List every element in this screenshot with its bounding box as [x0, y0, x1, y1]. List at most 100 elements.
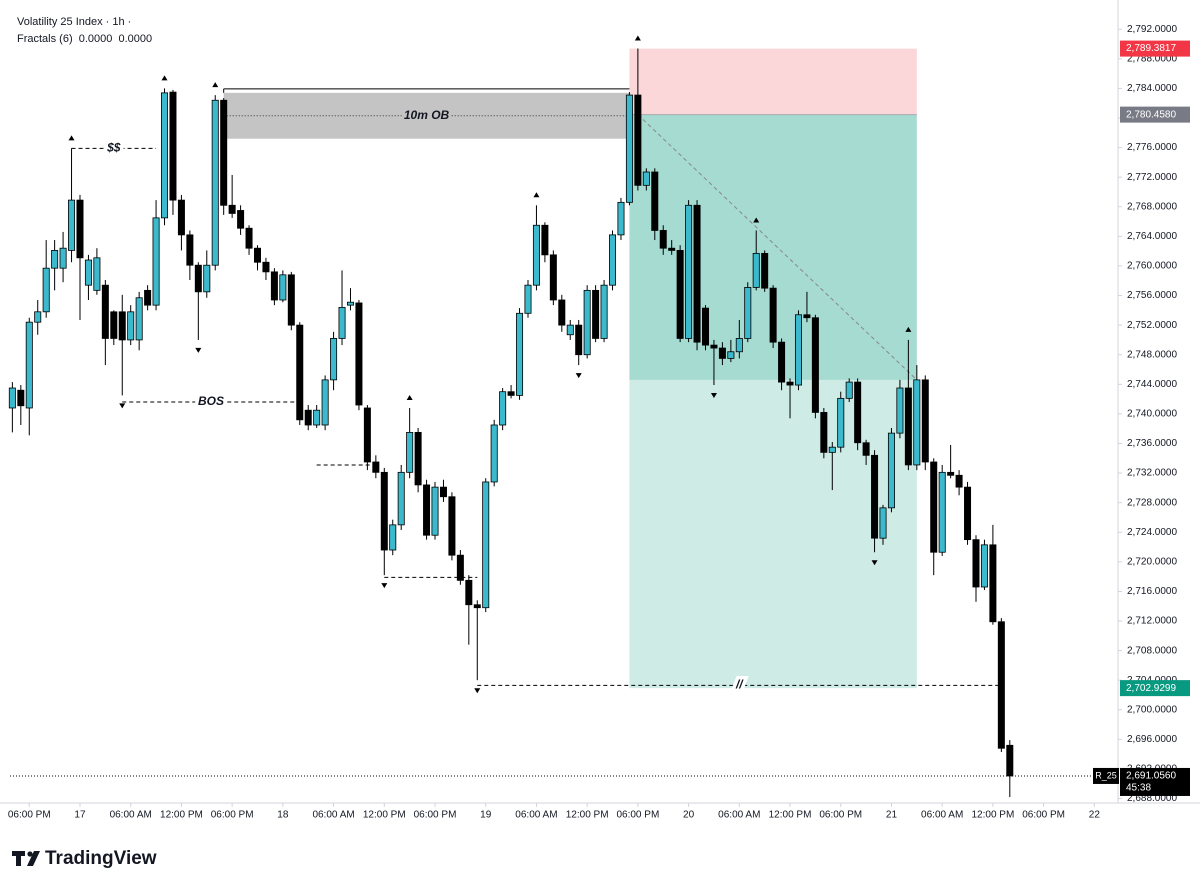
candle-body — [355, 302, 363, 406]
x-tick-label: 12:00 PM — [971, 810, 1014, 821]
candle-body — [617, 201, 625, 236]
symbol-box — [1093, 767, 1119, 784]
fractal-up — [212, 82, 219, 88]
level-label: $$ — [106, 141, 121, 155]
candle-body — [42, 267, 50, 313]
candle-body — [693, 204, 701, 343]
candle-body — [871, 454, 879, 539]
y-tick-label: 2,732.0000 — [1127, 468, 1177, 479]
fractal-up — [161, 75, 168, 81]
fractal-down — [474, 688, 481, 694]
candle-body — [499, 391, 507, 426]
candle-body — [380, 471, 388, 551]
y-tick-label: 2,716.0000 — [1127, 586, 1177, 597]
candle-body — [144, 289, 152, 306]
candle-body — [837, 397, 845, 448]
fractal-up — [406, 394, 413, 400]
candle-body — [845, 381, 853, 399]
candle-body — [279, 274, 287, 301]
candle-body — [930, 461, 938, 553]
y-tick-label: 2,700.0000 — [1127, 704, 1177, 715]
x-tick-label: 06:00 PM — [616, 810, 659, 821]
candle-body — [34, 311, 42, 323]
y-tick-label: 2,712.0000 — [1127, 616, 1177, 627]
candle-body — [625, 94, 633, 203]
price-label: 2,702.9299 — [1126, 683, 1176, 694]
trend-line — [637, 114, 918, 381]
price-label: 2,780.4580 — [1126, 109, 1176, 120]
candle-body — [592, 289, 600, 339]
candle-body — [93, 257, 101, 291]
candle-body — [651, 171, 659, 231]
fractal-down — [710, 393, 717, 399]
candle-body — [1006, 744, 1014, 777]
target-zone — [629, 114, 917, 689]
indicator-label: Fractals (6) 0.0000 0.0000 — [17, 33, 152, 45]
fractal-down — [575, 373, 582, 379]
candle-body — [964, 486, 972, 541]
candle-body — [414, 431, 422, 486]
candle-body — [76, 199, 84, 259]
candle-body — [101, 284, 109, 339]
candle-body — [338, 306, 346, 339]
candle-body — [896, 387, 904, 434]
candle-body — [220, 99, 228, 206]
candle-body — [118, 311, 126, 341]
y-tick-label: 2,696.0000 — [1127, 734, 1177, 745]
candle-body — [904, 387, 912, 466]
x-tick-label: 12:00 PM — [769, 810, 812, 821]
candle-body — [287, 274, 295, 326]
price-label: 2,691.0560 — [1126, 771, 1176, 782]
candle-body — [237, 210, 245, 229]
candle-body — [583, 289, 591, 356]
candle-body — [532, 224, 540, 286]
candle-body — [194, 264, 202, 293]
candle-body — [786, 381, 794, 386]
candle-body — [642, 171, 650, 186]
candle-body — [456, 554, 464, 581]
symbol-label: R_25 — [1095, 770, 1117, 780]
candle-body — [938, 471, 946, 553]
candle-body — [25, 321, 33, 409]
candle-body — [304, 409, 312, 426]
candle-body — [17, 389, 25, 407]
fractal-up — [753, 217, 760, 223]
candle-body — [913, 379, 921, 466]
candle-body — [169, 91, 177, 201]
chart-title: Volatility 25 Index · 1h · — [17, 16, 131, 28]
candle-body — [854, 381, 862, 444]
brand-logo — [12, 851, 40, 866]
fractal-down — [119, 403, 126, 409]
x-tick-label: 22 — [1089, 810, 1101, 821]
price-label-box — [1120, 40, 1190, 57]
candle-body — [955, 474, 963, 488]
candle-body — [490, 424, 498, 483]
candle-body — [803, 314, 811, 319]
candle-body — [634, 94, 642, 186]
candle-body — [8, 387, 16, 409]
candle-body — [887, 432, 895, 509]
candle-body — [862, 442, 870, 456]
x-tick-label: 12:00 PM — [363, 810, 406, 821]
x-tick-label: 06:00 AM — [110, 810, 152, 821]
candle-body — [161, 92, 169, 219]
stop-zone — [629, 48, 917, 115]
price-label-box — [1120, 106, 1190, 123]
y-tick-label: 2,748.0000 — [1127, 349, 1177, 360]
candle-body — [685, 204, 693, 339]
candle-body — [668, 247, 676, 251]
candle-body — [879, 507, 887, 539]
y-tick-label: 2,768.0000 — [1127, 201, 1177, 212]
candle-body — [465, 579, 473, 606]
candle-body — [152, 217, 160, 306]
candle-body — [676, 250, 684, 339]
x-tick-label: 06:00 PM — [8, 810, 51, 821]
candle-body — [921, 379, 929, 463]
candle-body — [507, 391, 515, 396]
candle-body — [127, 311, 135, 341]
x-tick-label: 21 — [886, 810, 898, 821]
fractal-down — [871, 560, 878, 566]
candle-body — [211, 99, 219, 266]
candle-body — [397, 471, 405, 526]
